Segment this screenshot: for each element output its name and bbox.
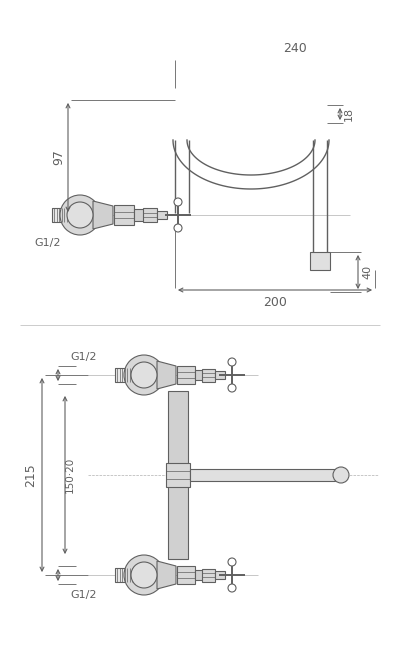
Text: 97: 97 <box>52 150 66 165</box>
Text: 215: 215 <box>24 463 38 487</box>
Bar <box>195 370 205 380</box>
Circle shape <box>131 562 157 588</box>
Bar <box>115 568 137 582</box>
Text: 200: 200 <box>263 297 287 310</box>
Circle shape <box>124 355 164 395</box>
Text: 240: 240 <box>283 41 307 54</box>
Circle shape <box>124 555 164 595</box>
Bar <box>195 570 205 580</box>
Circle shape <box>174 224 182 232</box>
Circle shape <box>174 198 182 206</box>
Bar <box>114 205 134 225</box>
Bar <box>168 391 188 559</box>
Polygon shape <box>93 201 113 229</box>
Bar <box>190 469 335 481</box>
Circle shape <box>333 467 349 483</box>
Text: G1/2: G1/2 <box>70 352 96 362</box>
Bar <box>310 252 330 270</box>
Bar <box>202 569 214 581</box>
Bar <box>215 571 225 579</box>
Circle shape <box>60 195 100 235</box>
Circle shape <box>67 202 93 228</box>
Circle shape <box>228 358 236 366</box>
Bar <box>143 208 157 222</box>
Bar <box>134 209 150 221</box>
Polygon shape <box>157 561 176 589</box>
Bar <box>157 211 167 219</box>
Bar <box>215 371 225 379</box>
Circle shape <box>228 558 236 566</box>
Text: G1/2: G1/2 <box>35 238 61 248</box>
Polygon shape <box>157 361 176 389</box>
Text: 18: 18 <box>344 107 354 121</box>
Bar <box>177 366 195 384</box>
Text: G1/2: G1/2 <box>70 590 96 600</box>
Circle shape <box>228 584 236 592</box>
Bar <box>52 208 74 222</box>
Bar <box>166 463 190 487</box>
Circle shape <box>228 384 236 392</box>
Text: 150·20: 150·20 <box>65 457 75 493</box>
Bar <box>202 369 214 382</box>
Bar <box>115 368 137 382</box>
Bar <box>177 566 195 584</box>
Text: 40: 40 <box>362 265 372 279</box>
Circle shape <box>131 362 157 388</box>
